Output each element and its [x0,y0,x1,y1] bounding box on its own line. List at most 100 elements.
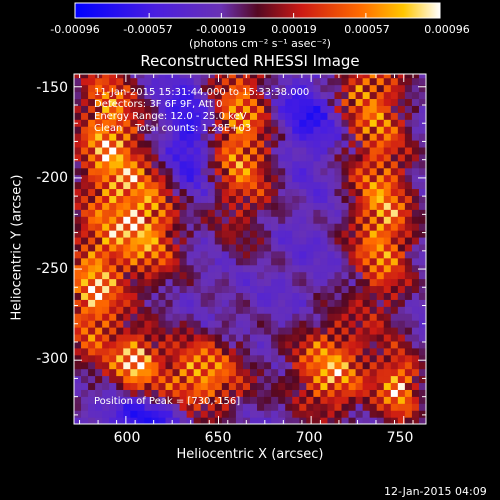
heatmap-cell [355,271,364,280]
heatmap-cell [257,112,265,120]
heatmap-cell [278,340,286,349]
heatmap-cell [144,382,153,390]
heatmap-cell [158,306,167,314]
heatmap-cell [362,292,371,300]
heatmap-cell [313,285,321,293]
heatmap-cell [362,243,371,252]
heatmap-cell [299,146,307,155]
heatmap-cell [130,91,138,100]
heatmap-cell [341,133,350,141]
heatmap-cell [81,340,89,349]
heatmap-cell [306,119,314,127]
heatmap-cell [242,160,251,169]
heatmap-cell [411,278,420,287]
heatmap-cell [418,389,426,397]
heatmap-cell [116,146,124,155]
heatmap-cell [214,230,223,238]
heatmap-cell [271,320,279,328]
heatmap-cell [426,209,434,217]
heatmap-cell [123,77,131,86]
heatmap-cell [397,84,406,93]
heatmap-cell [200,382,209,390]
heatmap-cell [172,181,181,190]
heatmap-cell [278,236,286,245]
heatmap-cell [285,216,293,224]
heatmap-cell [320,84,329,93]
heatmap-cell [285,98,293,106]
heatmap-cell [186,361,195,370]
heatmap-cell [74,209,82,217]
heatmap-cell [383,174,392,183]
heatmap-cell [390,209,399,217]
heatmap-cell [130,243,138,252]
heatmap-cell [186,223,195,231]
heatmap-cell [355,403,364,411]
heatmap-cell [221,167,230,176]
heatmap-cell [264,77,272,86]
heatmap-cell [102,347,110,356]
heatmap-cell [411,216,420,224]
heatmap-cell [411,361,420,370]
heatmap-cell [271,209,279,217]
heatmap-cell [95,306,103,314]
heatmap-cell [285,340,293,349]
heatmap-cell [397,174,406,183]
heatmap-cell [172,271,181,280]
heatmap-cell [144,209,153,217]
heatmap-cell [257,410,265,418]
heatmap-cell [193,243,202,252]
heatmap-cell [116,333,124,342]
heatmap-cell [411,160,420,169]
heatmap-cell [411,139,420,148]
heatmap-cell [404,139,413,148]
heatmap-cell [186,139,195,148]
heatmap-cell [242,389,251,397]
heatmap-cell [193,389,202,397]
heatmap-cell [95,403,103,411]
heatmap-cell [383,417,392,424]
heatmap-cell [242,292,251,300]
heatmap-cell [214,133,223,141]
heatmap-cell [151,188,160,197]
heatmap-cell [172,292,181,300]
heatmap-cell [235,202,244,210]
heatmap-cell [278,153,286,162]
heatmap-cell [299,202,307,210]
heatmap-cell [228,327,237,335]
heatmap-cell [306,410,314,418]
heatmap-cell [200,410,209,418]
heatmap-cell [95,361,103,370]
heatmap-cell [397,313,406,321]
heatmap-cell [397,146,406,155]
heatmap-cell [186,230,195,238]
heatmap-cell [299,74,307,79]
heatmap-cell [158,202,167,210]
heatmap-cell [123,313,131,321]
heatmap-cell [369,292,378,300]
heatmap-cell [278,230,286,238]
heatmap-cell [116,327,124,335]
heatmap-cell [278,313,286,321]
heatmap-cell [74,285,82,293]
heatmap-cell [404,174,413,183]
heatmap-cell [158,195,167,203]
heatmap-cell [355,340,364,349]
heatmap-cell [158,368,167,377]
heatmap-cell [362,375,371,384]
heatmap-cell [172,126,181,134]
heatmap-cell [426,320,434,328]
heatmap-cell [278,195,286,203]
heatmap-cell [426,403,434,411]
heatmap-cell [95,174,103,183]
heatmap-cell [376,320,385,328]
heatmap-cell [144,389,153,397]
heatmap-cell [418,347,426,356]
heatmap-cell [397,153,406,162]
heatmap-cell [151,340,160,349]
heatmap-cell [334,368,343,377]
heatmap-cell [285,105,293,113]
heatmap-cell [81,306,89,314]
heatmap-cell [228,250,237,259]
heatmap-cell [165,209,174,217]
heatmap-cell [179,417,188,424]
